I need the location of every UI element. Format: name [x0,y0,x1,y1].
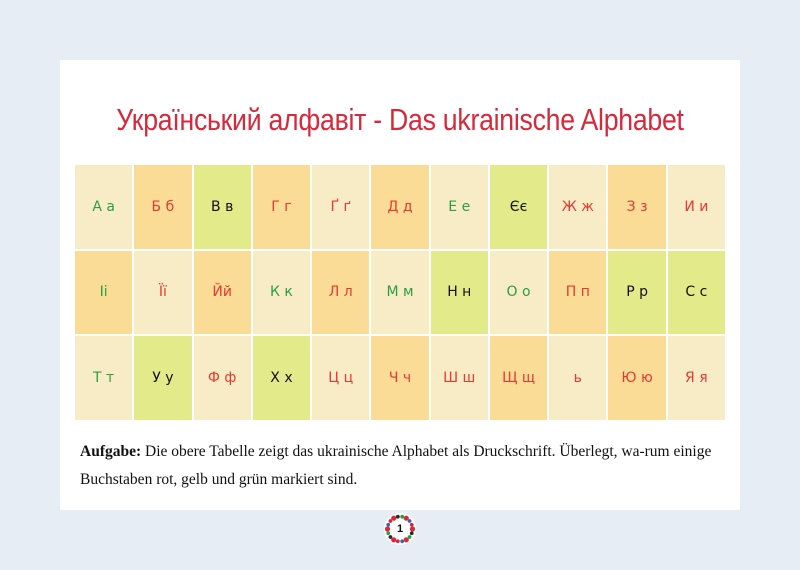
alphabet-cell: Ж ж [549,165,607,249]
alphabet-cell: А а [75,165,133,249]
alphabet-cell: Х х [252,336,311,420]
alphabet-cell: Я я [667,336,725,420]
alphabet-cell: В в [193,165,251,249]
alphabet-cell: Т т [75,336,133,420]
alphabet-cell: Ш ш [430,336,488,420]
alphabet-cell: К к [252,250,311,335]
alphabet-cell: Д д [371,165,429,249]
alphabet-cell: С с [667,250,725,335]
alphabet-cell: Г г [252,165,311,249]
alphabet-cell: П п [549,250,607,335]
page-title: Український алфавіт - Das ukrainische Al… [116,102,684,137]
page-number: 1 [396,523,404,535]
alphabet-cell: Щ щ [489,336,548,420]
page-number-badge: 1 [383,512,417,546]
alphabet-cell: З з [608,165,666,249]
alphabet-cell: Її [134,250,192,335]
alphabet-cell: Єє [489,165,548,249]
alphabet-cell: О о [489,250,548,335]
alphabet-cell: Ю ю [608,336,666,420]
alphabet-cell: Іі [75,250,133,335]
alphabet-cell: ь [549,336,607,420]
alphabet-cell: Ц ц [312,336,370,420]
alphabet-cell: Йй [193,250,251,335]
alphabet-cell: И и [667,165,725,249]
worksheet: Український алфавіт - Das ukrainische Al… [60,60,740,510]
alphabet-cell: Ф ф [193,336,251,420]
task-label: Aufgabe: [80,443,142,460]
alphabet-cell: М м [371,250,429,335]
task-paragraph: Aufgabe: Die obere Tabelle zeigt das ukr… [80,438,725,494]
alphabet-cell: Е е [430,165,488,249]
alphabet-cell: Ч ч [371,336,429,420]
alphabet-cell: У у [134,336,192,420]
floral-wreath-icon [384,513,416,545]
alphabet-cell: Л л [312,250,370,335]
alphabet-cell: Р р [608,250,666,335]
alphabet-cell: Б б [134,165,192,249]
task-text: Die obere Tabelle zeigt das ukrainische … [80,443,712,488]
alphabet-cell: Ґ ґ [312,165,370,249]
alphabet-cell: Н н [430,250,488,335]
